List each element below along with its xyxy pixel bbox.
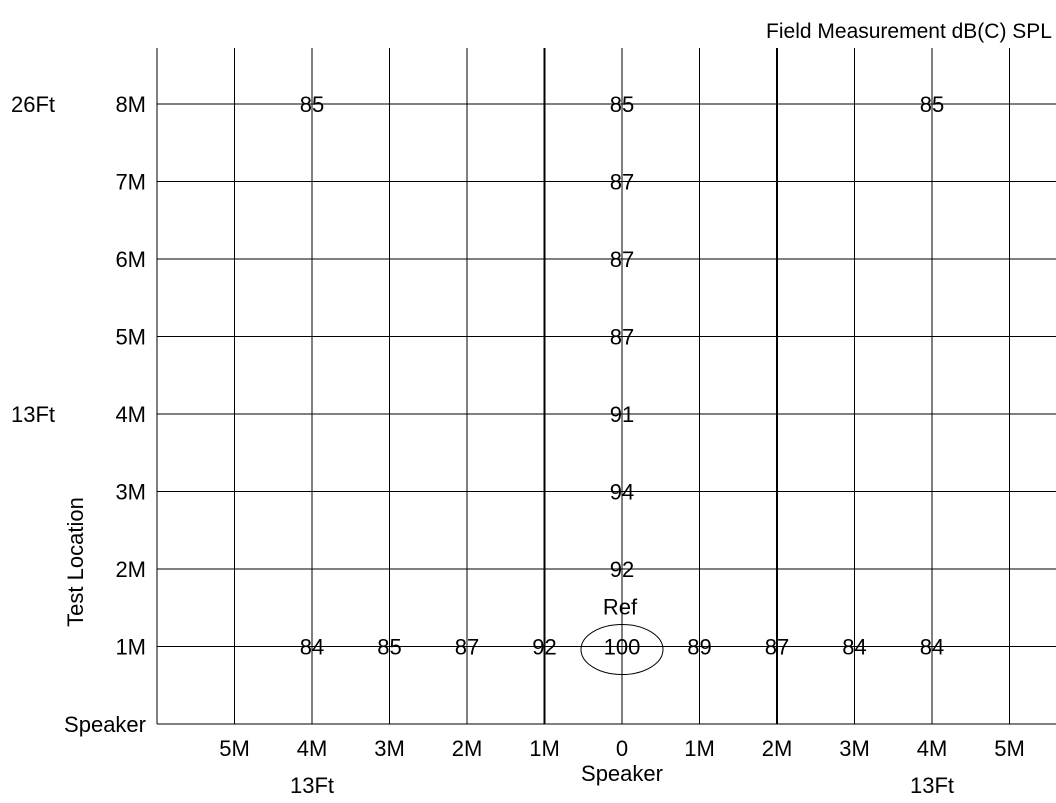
x-tick-label: 5M (994, 736, 1025, 761)
x-tick-label: 3M (839, 736, 870, 761)
data-label: 92 (532, 635, 556, 660)
x-tick-label: 2M (452, 736, 483, 761)
reference-label: Ref (603, 595, 638, 620)
data-label: 84 (842, 635, 866, 660)
data-label: 85 (300, 92, 324, 117)
x-tick-label: 4M (917, 736, 948, 761)
data-label: 87 (610, 170, 634, 195)
data-label: 89 (687, 635, 711, 660)
y-subtick-label: 13Ft (11, 402, 55, 427)
reference-ellipse (580, 624, 664, 675)
y-tick-label: 4M (115, 402, 146, 427)
x-tick-label: 3M (374, 736, 405, 761)
data-label: 84 (300, 635, 324, 660)
grid (156, 48, 1056, 725)
x-subtick-label: Speaker (581, 761, 663, 786)
data-label: 85 (610, 92, 634, 117)
y-axis-labels: Speaker 1M 2M 3M 4M 5M 6M 7M 8M 13Ft 26Ft (11, 92, 146, 737)
y-subtick-label: 26Ft (11, 92, 55, 117)
data-labels: Ref 85 85 85 87 87 87 91 94 92 84 85 87 92 100 89 87 84 84 (300, 92, 944, 675)
data-label: 87 (455, 635, 479, 660)
data-label: 92 (610, 557, 634, 582)
y-tick-label: 3M (115, 480, 146, 505)
data-label: 87 (610, 247, 634, 272)
chart-title: Field Measurement dB(C) SPL (766, 20, 1052, 43)
y-axis-title: Test Location (63, 497, 88, 627)
data-label: 87 (765, 635, 789, 660)
data-label: 91 (610, 402, 634, 427)
data-label: 87 (610, 325, 634, 350)
y-tick-label: Speaker (64, 712, 146, 737)
y-tick-label: 7M (115, 170, 146, 195)
x-subtick-label: 13Ft (910, 773, 954, 798)
y-tick-label: 1M (115, 635, 146, 660)
y-tick-label: 5M (115, 325, 146, 350)
y-tick-label: 8M (115, 92, 146, 117)
y-tick-label: 2M (115, 557, 146, 582)
x-tick-label: 4M (297, 736, 328, 761)
y-tick-label: 6M (115, 247, 146, 272)
data-label: 85 (920, 92, 944, 117)
x-tick-label: 5M (219, 736, 250, 761)
x-tick-label: 1M (684, 736, 715, 761)
x-axis-labels: 5M 4M 3M 2M 1M 0 1M 2M 3M 4M 5M 13Ft Speaker 13Ft (219, 736, 1025, 798)
data-label: 84 (920, 635, 944, 660)
x-tick-label: 2M (762, 736, 793, 761)
x-tick-label: 0 (616, 736, 628, 761)
data-label: 94 (610, 480, 634, 505)
x-tick-label: 1M (529, 736, 560, 761)
x-subtick-label: 13Ft (290, 773, 334, 798)
data-label: 100 (604, 635, 641, 660)
data-label: 85 (377, 635, 401, 660)
